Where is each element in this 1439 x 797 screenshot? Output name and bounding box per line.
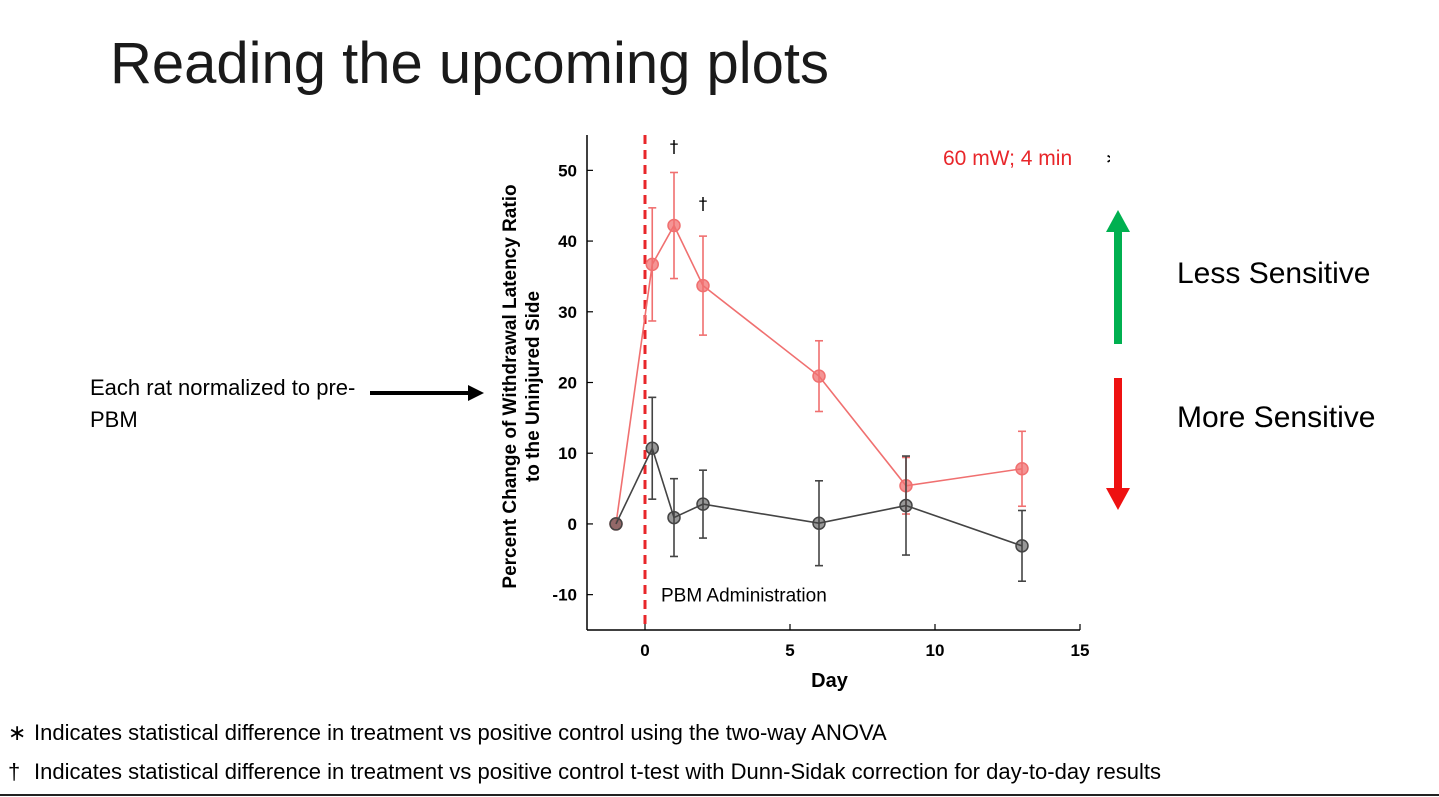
y-tick-label: 0 (568, 515, 577, 534)
bottom-divider (0, 794, 1439, 796)
data-point (1015, 462, 1029, 476)
y-tick-label: 30 (558, 303, 577, 322)
x-tick-label: 15 (1071, 641, 1090, 660)
y-tick-label: 50 (558, 161, 577, 180)
x-tick-label: 5 (785, 641, 794, 660)
data-point (812, 369, 826, 383)
footnote-ttest-text: Indicates statistical difference in trea… (34, 759, 1161, 784)
treatment-label: 60 mW; 4 min (943, 147, 1072, 170)
data-point (609, 517, 623, 531)
data-point (696, 497, 710, 511)
significance-dagger: † (699, 194, 708, 214)
y-tick-label: -10 (552, 586, 577, 605)
data-point (645, 441, 659, 456)
y-axis-label-line: to the Uninjured Side (523, 291, 544, 482)
more-sensitive-label: More Sensitive (1177, 401, 1376, 434)
data-point (667, 218, 681, 233)
y-tick-label: 20 (558, 374, 577, 393)
dagger-symbol: † (8, 759, 21, 784)
significance-dagger: † (670, 138, 679, 158)
asterisk-symbol: ∗ (8, 720, 27, 745)
treatment-asterisk: ∗ (1105, 146, 1110, 170)
data-point (667, 510, 681, 525)
x-tick-label: 10 (926, 641, 945, 660)
less-sensitive-label: Less Sensitive (1177, 257, 1371, 290)
slide-title: Reading the upcoming plots (110, 31, 830, 96)
data-point (1015, 539, 1029, 553)
footnote-anova: ∗ Indicates statistical difference in tre… (8, 720, 887, 746)
data-point (696, 278, 710, 293)
x-axis-label: Day (811, 670, 849, 692)
data-point (645, 257, 659, 272)
normalization-note: Each rat normalized to pre-PBM (90, 375, 356, 432)
right-arrow-icon (370, 385, 484, 401)
data-point (899, 498, 913, 513)
x-tick-label: 0 (640, 641, 649, 660)
y-axis-label-line: Percent Change of Withdrawal Latency Rat… (500, 184, 521, 588)
y-tick-label: 40 (558, 232, 577, 251)
y-tick-label: 10 (558, 444, 577, 463)
up-arrow-icon (1106, 210, 1130, 344)
data-point (812, 516, 826, 530)
footnote-anova-text: Indicates statistical difference in trea… (34, 720, 887, 745)
down-arrow-icon (1106, 378, 1130, 510)
event-line-label: PBM Administration (661, 586, 827, 607)
line-chart: 0 5 10 15 -10 0 10 20 30 40 50 Day Percent Change of… (500, 135, 1110, 692)
footnote-ttest: † Indicates statistical difference in tre… (8, 759, 1161, 785)
y-axis-label: Percent Change of Withdrawal Latency Rat… (500, 184, 544, 588)
